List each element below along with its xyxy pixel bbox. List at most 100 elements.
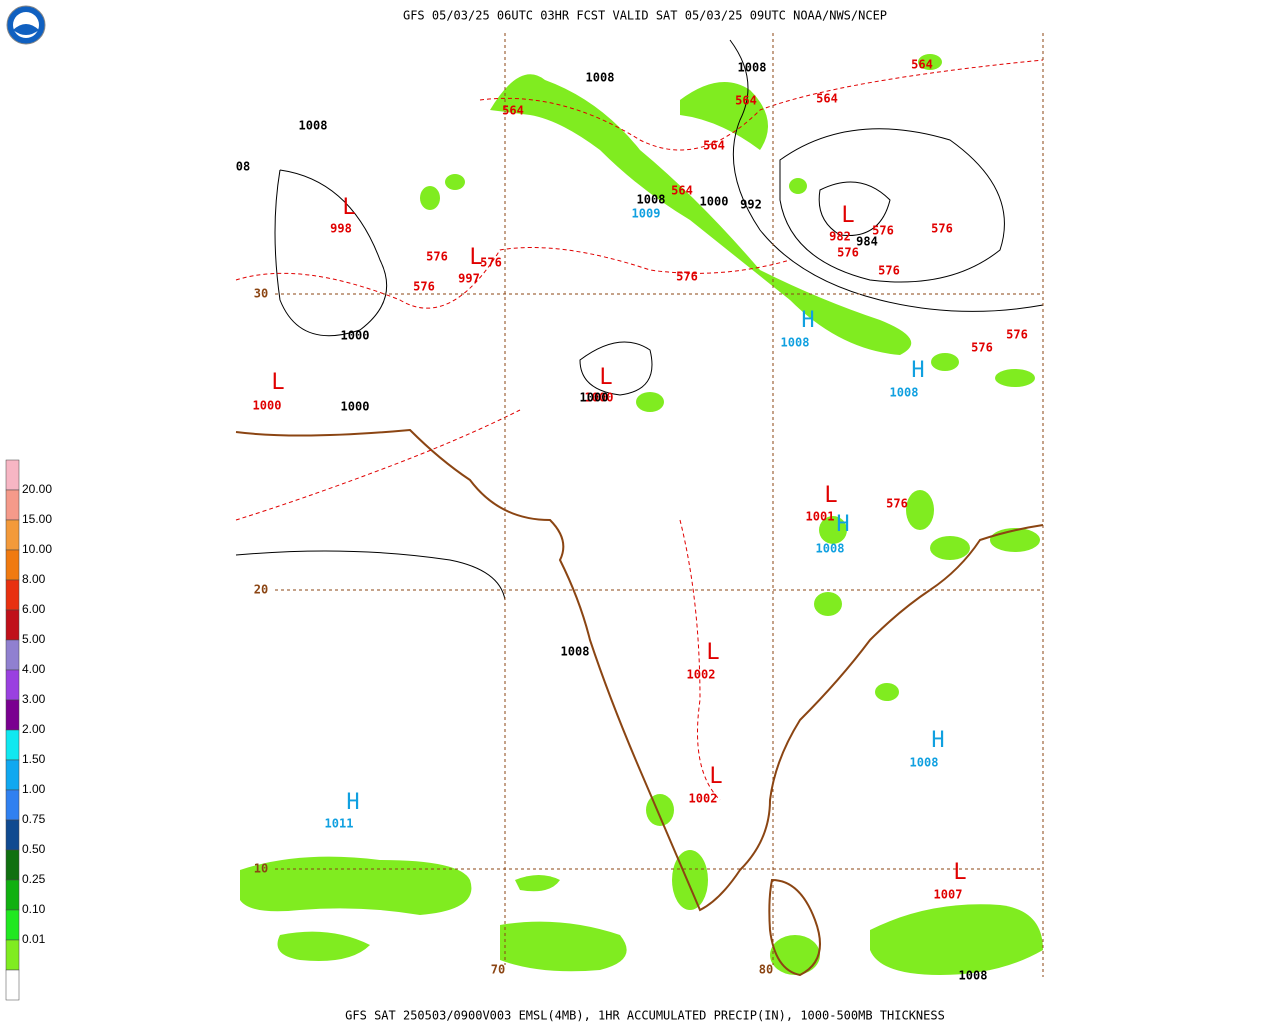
isobar-label: 1008 — [586, 71, 615, 85]
low-pressure: 1000 — [585, 391, 614, 405]
legend: 20.00 15.00 10.00 8.00 6.00 5.00 4.00 3.00 2.00 1… — [5, 459, 52, 1001]
low-marker: L — [841, 203, 854, 228]
low-pressure: 997 — [458, 272, 480, 286]
isobar-label: 1008 — [738, 61, 767, 75]
low-marker: L — [599, 365, 612, 390]
low-pressure: 982 — [829, 230, 851, 244]
thickness-label: 576 — [426, 250, 448, 264]
legend-swatch — [5, 579, 20, 611]
thickness-label: 576 — [886, 497, 908, 511]
legend-swatch — [5, 639, 20, 671]
high-pressure: 1008 — [781, 336, 810, 350]
legend-swatch — [5, 519, 20, 551]
latlon-label: 30 — [254, 287, 268, 301]
legend-label: 20.00 — [22, 482, 52, 496]
isobar-label: 1000 — [341, 400, 370, 414]
latlon-label: 70 — [491, 963, 505, 977]
legend-label: 0.50 — [22, 842, 46, 856]
thickness-label: 576 — [971, 341, 993, 355]
legend-label: 3.00 — [22, 692, 46, 706]
low-pressure: 1002 — [687, 668, 716, 682]
legend-label: 4.00 — [22, 662, 46, 676]
isobar-label: 1000 — [580, 391, 609, 405]
legend-swatch — [5, 549, 20, 581]
isobar-label: 1000 — [341, 329, 370, 343]
isobar-label: 1008 — [299, 119, 328, 133]
thickness-label: 564 — [816, 92, 838, 106]
low-marker: L — [469, 245, 482, 270]
legend-swatch — [5, 849, 20, 881]
thickness-label: 564 — [703, 139, 725, 153]
thickness-label: 576 — [878, 264, 900, 278]
thickness-label: 576 — [837, 246, 859, 260]
thickness-contours — [235, 59, 1044, 801]
footer: GFS SAT 250503/0900V003 EMSL(4MB), 1HR A… — [345, 1009, 945, 1023]
low-pressure: 1001 — [806, 510, 835, 524]
legend-swatch — [5, 729, 20, 761]
high-pressure: 1009 — [632, 207, 661, 221]
legend-label: 15.00 — [22, 512, 52, 526]
thickness-label: 576 — [1006, 328, 1028, 342]
low-marker: L — [709, 764, 722, 789]
isobar-label: 1008 — [561, 645, 590, 659]
thickness-label: 576 — [931, 222, 953, 236]
legend-label: 1.50 — [22, 752, 46, 766]
low-marker: L — [824, 483, 837, 508]
legend-label: 0.01 — [22, 932, 46, 946]
high-marker: H — [836, 512, 849, 537]
legend-label: 5.00 — [22, 632, 46, 646]
latlon-label: 20 — [254, 583, 268, 597]
latlon-label: 80 — [759, 963, 773, 977]
legend-swatch — [5, 759, 20, 791]
legend-swatch — [5, 819, 20, 851]
isobar-label: 08 — [236, 160, 250, 174]
thickness-label: 576 — [872, 224, 894, 238]
low-marker: L — [342, 195, 355, 220]
legend-label: 2.00 — [22, 722, 46, 736]
latlon-grid — [275, 33, 1044, 977]
high-pressure: 1008 — [910, 756, 939, 770]
thickness-label: 564 — [911, 58, 933, 72]
high-marker: H — [346, 790, 359, 815]
high-pressure: 1008 — [890, 386, 919, 400]
isobars — [235, 39, 1044, 601]
legend-swatch — [5, 909, 20, 941]
latlon-label: 10 — [254, 862, 268, 876]
high-pressure: 1008 — [816, 542, 845, 556]
legend-label: 0.25 — [22, 872, 46, 886]
isobar-label: 1000 — [700, 195, 729, 209]
thickness-label: 564 — [671, 184, 693, 198]
low-marker: L — [271, 370, 284, 395]
legend-label: 0.75 — [22, 812, 46, 826]
legend-label: 6.00 — [22, 602, 46, 616]
precip-areas — [240, 54, 1043, 975]
coastline — [235, 428, 1044, 912]
thickness-label: 576 — [676, 270, 698, 284]
high-marker: H — [931, 728, 944, 753]
legend-label: 10.00 — [22, 542, 52, 556]
isobar-label: 992 — [740, 198, 762, 212]
high-pressure: 1011 — [325, 817, 354, 831]
legend-swatch — [5, 609, 20, 641]
legend-label: 0.10 — [22, 902, 46, 916]
high-marker: H — [911, 358, 924, 383]
legend-label: 8.00 — [22, 572, 46, 586]
thickness-label: 576 — [480, 256, 502, 270]
map: LLLLLLLLL9989971000100098210011002100210… — [235, 33, 1044, 983]
low-marker: L — [706, 640, 719, 665]
legend-swatch — [5, 939, 20, 971]
low-marker: L — [953, 860, 966, 885]
legend-swatch — [5, 459, 20, 491]
sri-lanka — [768, 878, 821, 977]
legend-swatch — [5, 489, 20, 521]
high-marker: H — [801, 308, 814, 333]
low-pressure: 1002 — [689, 792, 718, 806]
thickness-label: 576 — [413, 280, 435, 294]
legend-swatch — [5, 669, 20, 701]
legend-label: 1.00 — [22, 782, 46, 796]
isobar-label: 984 — [856, 235, 878, 249]
legend-swatch — [5, 699, 20, 731]
noaa-logo — [6, 5, 46, 45]
isobar-label: 1008 — [959, 969, 988, 983]
